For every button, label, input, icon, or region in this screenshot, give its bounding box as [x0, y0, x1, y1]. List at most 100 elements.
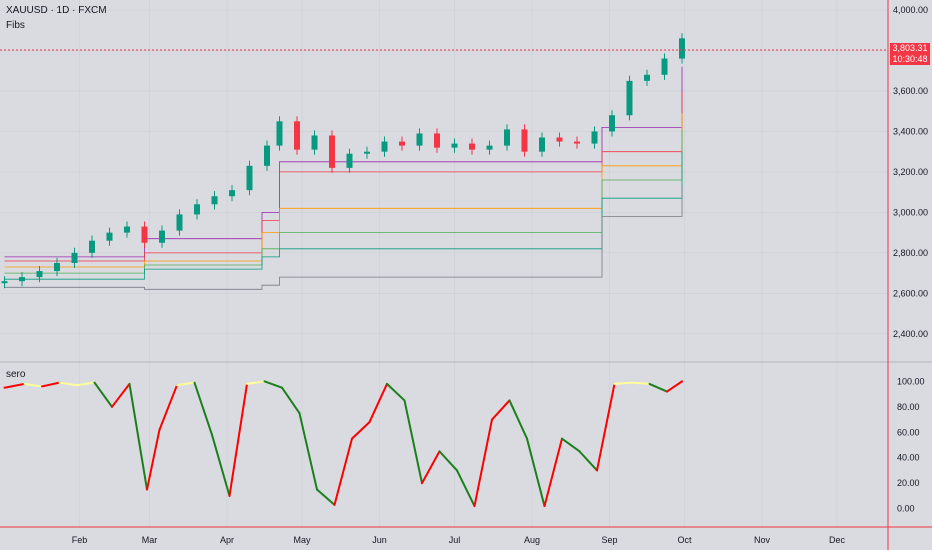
candles [1, 33, 685, 289]
oscillator-axis[interactable]: 100.00 80.00 60.00 40.00 20.00 0.00 [897, 376, 925, 513]
price-tick-label: 2,800.00 [893, 248, 928, 258]
candle-body [556, 137, 563, 142]
oscillator-segment [351, 421, 371, 440]
candle-body [539, 137, 545, 152]
time-tick-label: Oct [677, 535, 692, 545]
price-tick-label: 3,600.00 [893, 86, 928, 96]
oscillator-segment [146, 428, 161, 491]
oscillator-study-label[interactable]: sero [6, 369, 26, 380]
candle-body [194, 204, 200, 215]
candle-body [106, 232, 113, 241]
oscillator-tick-label: 80.00 [897, 402, 920, 412]
candle-body [211, 196, 218, 205]
oscillator-segment [228, 382, 248, 497]
fibs-study-label[interactable]: Fibs [6, 20, 25, 31]
oscillator-segment [298, 412, 318, 491]
candle-body [644, 74, 650, 81]
oscillator-segment [421, 450, 441, 485]
candle-body [591, 131, 598, 144]
oscillator-segment [578, 450, 598, 472]
candle-body [661, 58, 668, 75]
oscillator-segment [41, 381, 61, 388]
oscillator-segment [333, 437, 353, 506]
oscillator-tick-label: 100.00 [897, 376, 925, 386]
oscillator-segment [3, 382, 26, 389]
oscillator-line [3, 380, 683, 508]
oscillator-segment [111, 382, 131, 408]
oscillator-segment [316, 488, 336, 506]
candle-body [486, 145, 493, 150]
candle-body [521, 129, 528, 152]
time-tick-label: May [293, 535, 311, 545]
candle-body [574, 141, 580, 144]
fib-levels [4, 66, 683, 290]
candle-body [246, 165, 253, 191]
oscillator-segment [281, 386, 301, 415]
oscillator-segment [438, 450, 458, 472]
time-tick-label: Mar [142, 535, 158, 545]
symbol-title[interactable]: XAUUSD · 1D · FXCM [6, 5, 107, 16]
oscillator-tick-label: 0.00 [897, 504, 915, 514]
oscillator-segment [666, 380, 683, 393]
oscillator-segment [58, 381, 78, 387]
candle-body [346, 153, 353, 168]
time-tick-label: Sep [601, 535, 617, 545]
candle-body [434, 133, 440, 148]
candle-body [416, 133, 423, 146]
oscillator-segment [386, 382, 406, 402]
candle-body [176, 214, 183, 231]
oscillator-segment [158, 384, 178, 431]
candle-body [399, 141, 405, 146]
oscillator-segment [491, 399, 511, 421]
fib-level-0-786 [4, 91, 683, 262]
oscillator-segment [613, 381, 633, 385]
candle-body [451, 143, 458, 148]
oscillator-segment [176, 381, 196, 387]
candle-body [609, 115, 615, 132]
price-tick-label: 4,000.00 [893, 5, 928, 15]
candle-body [364, 151, 370, 154]
time-tick-label: Apr [220, 535, 234, 545]
oscillator-segment [368, 382, 388, 424]
oscillator-segment [128, 382, 148, 491]
candle-body [679, 38, 685, 59]
candle-body [626, 80, 633, 116]
candle-body [229, 190, 235, 197]
fib-level-1-0 [4, 66, 683, 258]
oscillator-segment [263, 380, 283, 389]
oscillator-segment [631, 381, 651, 385]
fib-level-0-382 [4, 151, 683, 280]
candle-body [19, 277, 25, 282]
oscillator-segment [648, 382, 668, 393]
oscillator-segment [211, 433, 231, 497]
candle-body [276, 121, 283, 146]
oscillator-segment [76, 381, 96, 387]
time-tick-label: Nov [754, 535, 771, 545]
oscillator-segment [526, 437, 546, 508]
oscillator-segment [561, 437, 581, 453]
oscillator-segment [596, 382, 616, 472]
oscillator-segment [473, 418, 493, 508]
oscillator-segment [193, 381, 213, 436]
fib-level-0-618 [4, 113, 683, 268]
time-axis[interactable]: Feb Mar Apr May Jun Jul Aug Sep Oct Nov Dec [72, 535, 846, 545]
time-tick-label: Dec [829, 535, 846, 545]
candle-body [381, 141, 388, 152]
candle-body [469, 143, 475, 150]
candle-body [264, 145, 270, 166]
price-tick-label: 3,000.00 [893, 207, 928, 217]
candle-body [1, 281, 8, 284]
time-tick-label: Aug [524, 535, 540, 545]
candle-body [311, 135, 318, 150]
candle-body [89, 240, 95, 253]
oscillator-segment [508, 399, 528, 440]
candle-body [141, 226, 148, 243]
fib-level-0 [4, 186, 683, 290]
candle-body [124, 226, 130, 233]
oscillator-tick-label: 20.00 [897, 478, 920, 488]
oscillator-segment [543, 437, 563, 508]
price-tick-label: 2,600.00 [893, 288, 928, 298]
oscillator-segment [403, 399, 423, 485]
fib-level-0-5 [4, 129, 683, 274]
